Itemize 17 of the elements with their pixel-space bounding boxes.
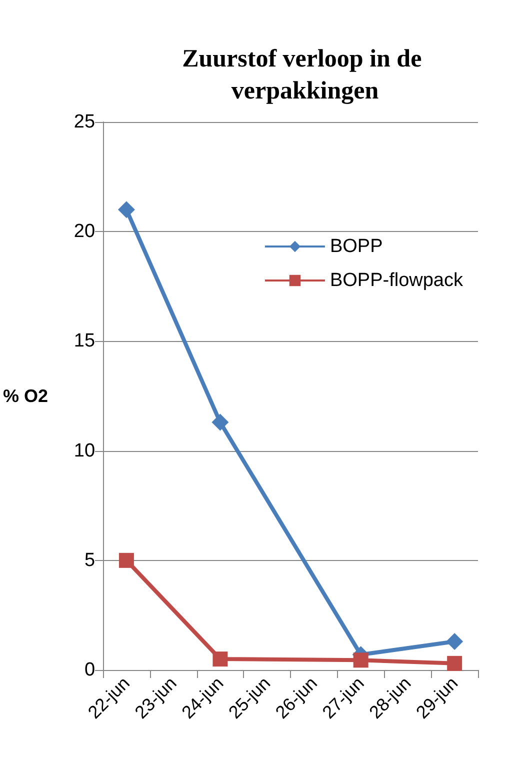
point xyxy=(212,652,228,667)
chart-title: Zuurstof verloop in de verpakkingen xyxy=(182,46,428,104)
point xyxy=(446,633,464,650)
point xyxy=(447,656,462,671)
y-tick-label: 10 xyxy=(74,440,96,462)
y-tick-label: 5 xyxy=(84,550,96,571)
point xyxy=(118,201,135,218)
legend-label: BOPP-flowpack xyxy=(330,270,464,291)
y-tick-label: 20 xyxy=(74,221,96,242)
y-tick-label: 15 xyxy=(74,330,96,352)
y-tick-label: 25 xyxy=(74,112,96,132)
point xyxy=(118,552,134,568)
legend-label: BOPP xyxy=(330,236,383,257)
point xyxy=(353,652,368,668)
y-tick-label: 0 xyxy=(84,660,96,680)
point xyxy=(212,414,229,431)
y-axis-title: % O2 xyxy=(2,386,48,406)
